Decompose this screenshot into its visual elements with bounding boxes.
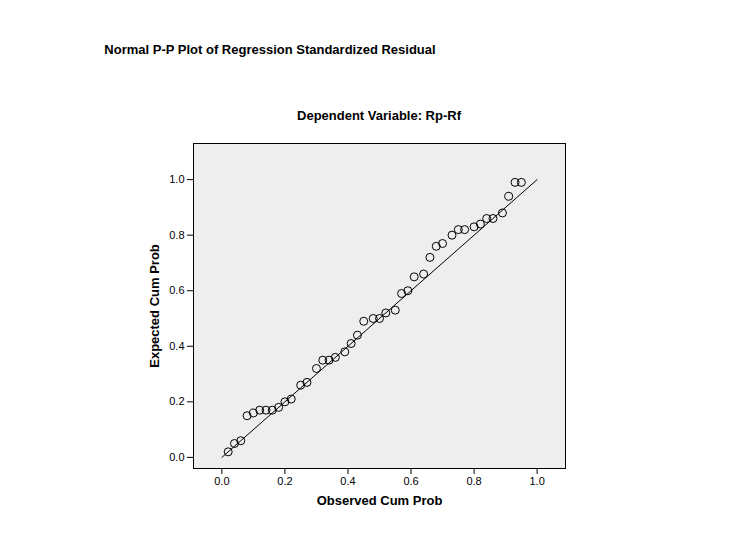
svg-text:0.6: 0.6 — [403, 475, 418, 487]
svg-text:0.8: 0.8 — [169, 229, 184, 241]
svg-text:0.6: 0.6 — [169, 284, 184, 296]
svg-text:0.0: 0.0 — [169, 451, 184, 463]
svg-text:0.8: 0.8 — [466, 475, 481, 487]
svg-text:Expected Cum Prob: Expected Cum Prob — [147, 244, 162, 368]
html-text:Normal P-P Plot of Regression: Normal P-P Plot of Regression Standardiz… — [104, 42, 436, 57]
svg-text:1.0: 1.0 — [529, 475, 544, 487]
svg-text:0.4: 0.4 — [340, 475, 355, 487]
html-text:Dependent Variable: Rp-Rf: Dependent Variable: Rp-Rf — [297, 108, 461, 123]
svg-text:0.2: 0.2 — [169, 395, 184, 407]
svg-text:0.2: 0.2 — [277, 475, 292, 487]
svg-text:0.0: 0.0 — [214, 475, 229, 487]
svg-text:1.0: 1.0 — [169, 173, 184, 185]
svg-text:0.4: 0.4 — [169, 340, 184, 352]
svg-text:Observed Cum Prob: Observed Cum Prob — [317, 493, 443, 508]
